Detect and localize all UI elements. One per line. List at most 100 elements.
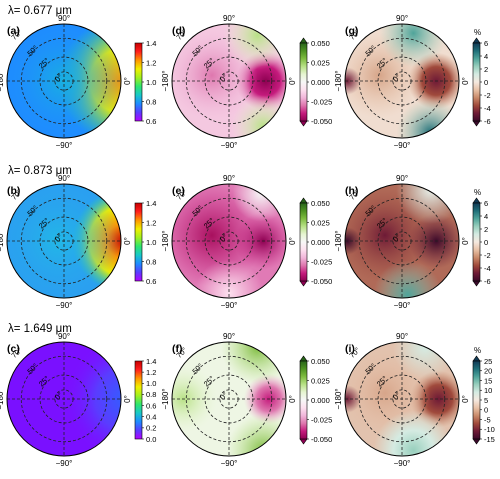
colorbar-bar: [299, 360, 308, 440]
colorbar-tick-label: -4: [484, 264, 491, 273]
colorbar-tick-label: 0.025: [311, 376, 330, 385]
azimuth-label-top: 90°: [396, 332, 408, 341]
polar-outline: [344, 341, 460, 457]
colorbar-extend-top: [299, 37, 308, 44]
colorbar-tick-label: -0.050: [311, 277, 332, 286]
azimuth-label-right: 0°: [288, 237, 297, 245]
panel-label: (d): [172, 25, 185, 37]
panel-f: (f)90°−90°−180° 0°70°50°25°0°0.0500.0250.…: [161, 332, 332, 468]
polar-outline: [6, 23, 122, 139]
polar-outline: [344, 183, 460, 299]
colorbar-tick-label: 0.6: [146, 117, 156, 126]
azimuth-label-bottom: −90°: [394, 459, 411, 468]
polar-outline: [6, 183, 122, 299]
colorbar-tick-label: 0: [484, 78, 488, 87]
colorbar-bar: [472, 42, 481, 122]
azimuth-label-bottom: −90°: [56, 459, 73, 468]
colorbar: 0.050 0.025 0.000 -0.025 -0.050: [299, 355, 332, 445]
colorbar-tick-label: 0: [484, 238, 488, 247]
azimuth-label-top: 90°: [223, 332, 235, 341]
zenith-ring: [358, 37, 446, 125]
azimuth-label-top: 90°: [223, 14, 235, 23]
azimuth-label-top: 90°: [223, 174, 235, 183]
azimuth-label-left: −180°: [334, 230, 343, 251]
panel-b: (b)90°−90°−180° 0°70°50°25°0°1.41.21.00.8…: [0, 174, 156, 310]
panel-label: (a): [7, 25, 20, 37]
azimuth-label-left: −180°: [0, 230, 5, 251]
polar-outline: [6, 341, 122, 457]
colorbar-bar: [134, 42, 143, 122]
panel-label: (b): [7, 185, 20, 197]
zenith-label: 0°: [391, 390, 402, 401]
azimuth-label-right: 0°: [288, 77, 297, 85]
colorbar-tick-label: 1.2: [146, 218, 156, 227]
colorbar: 1.4 1.2 1.0 0.8 0.6: [134, 199, 156, 286]
colorbar-tick-label: 1.0: [146, 238, 156, 247]
panel-d: (d)90°−90°−180° 0°70°50°25°0°0.0500.0250.…: [161, 14, 332, 150]
colorbar-extend-top: [472, 37, 481, 44]
zenith-label: 0°: [53, 390, 64, 401]
wavelength-label: λ= 1.649 μm: [8, 323, 72, 335]
colorbar-tick-label: 0: [484, 406, 488, 415]
colorbar-extend-top: [472, 197, 481, 204]
panel-label: (g): [345, 25, 358, 37]
colorbar-tick-label: -15: [484, 435, 495, 444]
colorbar-bar: [299, 42, 308, 122]
colorbar-tick-label: 2: [484, 65, 488, 74]
azimuth-label-left: −180°: [0, 70, 5, 91]
colorbar-tick-label: -2: [484, 251, 491, 260]
colorbar: 6 4 2 0 -2 -4 -6%: [472, 188, 491, 287]
wavelength-label: λ= 0.873 μm: [8, 165, 72, 177]
polar-outline: [171, 23, 287, 139]
colorbar-extend-top: [299, 197, 308, 204]
colorbar-extend-bottom: [299, 438, 308, 445]
colorbar-tick-label: 4: [484, 52, 488, 61]
colorbar: 6 4 2 0 -2 -4 -6%: [472, 28, 491, 127]
colorbar-tick-label: 1.0: [146, 379, 156, 388]
colorbar-tick-label: 0.8: [146, 390, 156, 399]
colorbar-tick-label: 0.000: [311, 238, 330, 247]
azimuth-label-right: 0°: [123, 237, 132, 245]
colorbar-extend-bottom: [472, 280, 481, 287]
panel-c: (c)90°−90°−180° 0°70°50°25°0°1.41.21.00.8…: [0, 332, 156, 468]
colorbar-unit: %: [474, 28, 481, 37]
colorbar-tick-label: 1.2: [146, 58, 156, 67]
panel-a: (a)90°−90°−180° 0°70°50°25°0°1.41.21.00.8…: [0, 14, 156, 150]
colorbar-tick-label: -4: [484, 104, 491, 113]
colorbar-bar: [134, 360, 143, 440]
colorbar-tick-label: 4: [484, 212, 488, 221]
colorbar-tick-label: 6: [484, 199, 488, 208]
colorbar-tick-label: -0.025: [311, 415, 332, 424]
zenith-ring: [20, 37, 108, 125]
colorbar: 1.4 1.2 1.0 0.8 0.6 0.4 0.2 0.0: [134, 357, 156, 444]
colorbar-extend-top: [299, 355, 308, 362]
azimuth-label-bottom: −90°: [394, 301, 411, 310]
azimuth-label-right: 0°: [461, 395, 470, 403]
azimuth-label-top: 90°: [58, 14, 70, 23]
colorbar-tick-label: 15: [484, 376, 492, 385]
colorbar-tick-label: -2: [484, 91, 491, 100]
colorbar-tick-label: 0.025: [311, 218, 330, 227]
zenith-label: 0°: [391, 72, 402, 83]
azimuth-label-bottom: −90°: [56, 141, 73, 150]
zenith-ring: [358, 197, 446, 285]
colorbar-unit: %: [474, 346, 481, 355]
zenith-ring: [20, 197, 108, 285]
zenith-label: 0°: [391, 232, 402, 243]
azimuth-label-right: 0°: [461, 237, 470, 245]
azimuth-label-top: 90°: [58, 174, 70, 183]
colorbar: 1.4 1.2 1.0 0.8 0.6: [134, 39, 156, 126]
colorbar-tick-label: 0.8: [146, 97, 156, 106]
colorbar-tick-label: 0.050: [311, 199, 330, 208]
zenith-label: 0°: [218, 72, 229, 83]
colorbar-bar: [472, 360, 481, 440]
colorbar-tick-label: 0.000: [311, 78, 330, 87]
colorbar-extend-bottom: [472, 438, 481, 445]
panel-label: (i): [345, 343, 355, 355]
zenith-ring: [185, 355, 273, 443]
colorbar: 0.050 0.025 0.000 -0.025 -0.050: [299, 197, 332, 287]
zenith-ring: [185, 37, 273, 125]
colorbar-tick-label: 0.000: [311, 396, 330, 405]
